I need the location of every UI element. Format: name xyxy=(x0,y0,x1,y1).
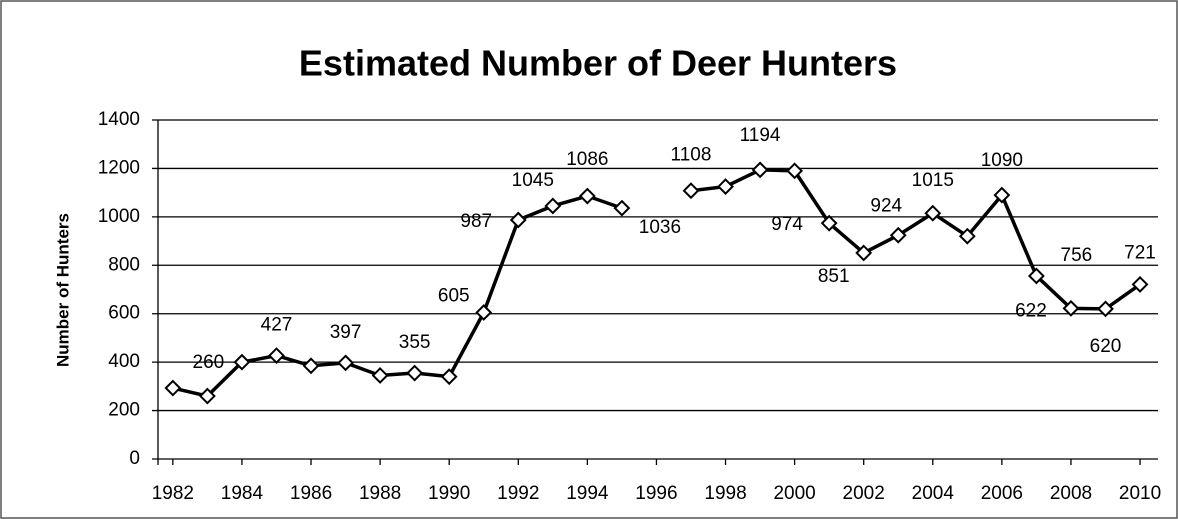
data-point xyxy=(1097,300,1114,318)
data-point xyxy=(889,226,907,244)
data-label: 1015 xyxy=(912,170,954,191)
data-point xyxy=(1027,267,1045,285)
y-tick-label: 600 xyxy=(108,303,140,324)
data-point xyxy=(302,357,320,375)
data-point xyxy=(578,187,596,205)
y-tick-label: 1000 xyxy=(98,206,140,227)
x-tick-label: 1996 xyxy=(635,483,677,504)
y-tick-label: 400 xyxy=(108,351,140,372)
x-tick-label: 1982 xyxy=(152,483,194,504)
x-tick-label: 1988 xyxy=(359,483,401,504)
data-label: 721 xyxy=(1124,242,1156,263)
data-point xyxy=(164,379,182,397)
data-label: 1045 xyxy=(512,170,554,191)
x-tick-label: 1984 xyxy=(221,483,264,504)
data-label: 620 xyxy=(1090,336,1122,357)
chart-title: Estimated Number of Deer Hunters xyxy=(299,43,897,84)
data-label: 397 xyxy=(330,322,362,343)
data-label: 1086 xyxy=(566,149,608,170)
x-tick-label: 2006 xyxy=(981,483,1023,504)
data-point xyxy=(371,367,389,384)
data-point xyxy=(198,387,216,405)
data-label: 974 xyxy=(771,214,803,235)
data-point xyxy=(337,354,354,372)
data-label: 1194 xyxy=(740,125,781,146)
data-point xyxy=(613,199,631,217)
data-point xyxy=(544,197,562,215)
data-label: 756 xyxy=(1061,245,1093,266)
data-label: 1090 xyxy=(981,150,1023,171)
data-point xyxy=(855,244,873,262)
data-point xyxy=(475,304,493,321)
y-tick-label: 1400 xyxy=(98,109,140,130)
data-point xyxy=(268,347,285,365)
data-point xyxy=(820,214,838,232)
x-tick-label: 1992 xyxy=(497,483,539,504)
x-tick-label: 1994 xyxy=(566,483,609,504)
data-point xyxy=(406,364,424,382)
y-tick-label: 1200 xyxy=(98,157,140,178)
y-axis-label: Number of Hunters xyxy=(53,213,72,367)
data-label: 1108 xyxy=(671,145,712,166)
data-point xyxy=(717,178,734,196)
x-tick-label: 2004 xyxy=(912,483,955,504)
data-label: 355 xyxy=(399,332,431,353)
data-point xyxy=(958,227,976,245)
x-tick-label: 2000 xyxy=(773,483,815,504)
x-tick-label: 1990 xyxy=(428,483,470,504)
x-tick-label: 2010 xyxy=(1119,483,1161,504)
data-point xyxy=(786,162,804,180)
data-label: 427 xyxy=(261,315,293,336)
data-point xyxy=(440,368,458,386)
data-label: 851 xyxy=(818,266,850,287)
data-label: 260 xyxy=(193,352,225,373)
x-tick-label: 2008 xyxy=(1050,483,1092,504)
x-tick-label: 1998 xyxy=(704,483,746,504)
data-point xyxy=(233,353,251,371)
data-point xyxy=(924,204,942,222)
x-tick-label: 1986 xyxy=(290,483,332,504)
y-tick-label: 200 xyxy=(108,400,140,421)
data-label: 605 xyxy=(438,286,470,307)
data-label: 1036 xyxy=(639,217,681,238)
data-point xyxy=(1131,276,1149,293)
data-point xyxy=(993,186,1011,204)
data-point xyxy=(682,182,700,200)
data-label: 924 xyxy=(870,195,902,216)
data-point xyxy=(509,211,527,229)
x-tick-label: 2002 xyxy=(843,483,885,504)
data-point xyxy=(751,161,769,179)
data-label: 622 xyxy=(1015,300,1047,321)
data-label: 987 xyxy=(460,211,492,232)
data-point xyxy=(1062,299,1080,317)
y-tick-label: 0 xyxy=(129,448,140,469)
y-tick-label: 800 xyxy=(108,254,140,275)
